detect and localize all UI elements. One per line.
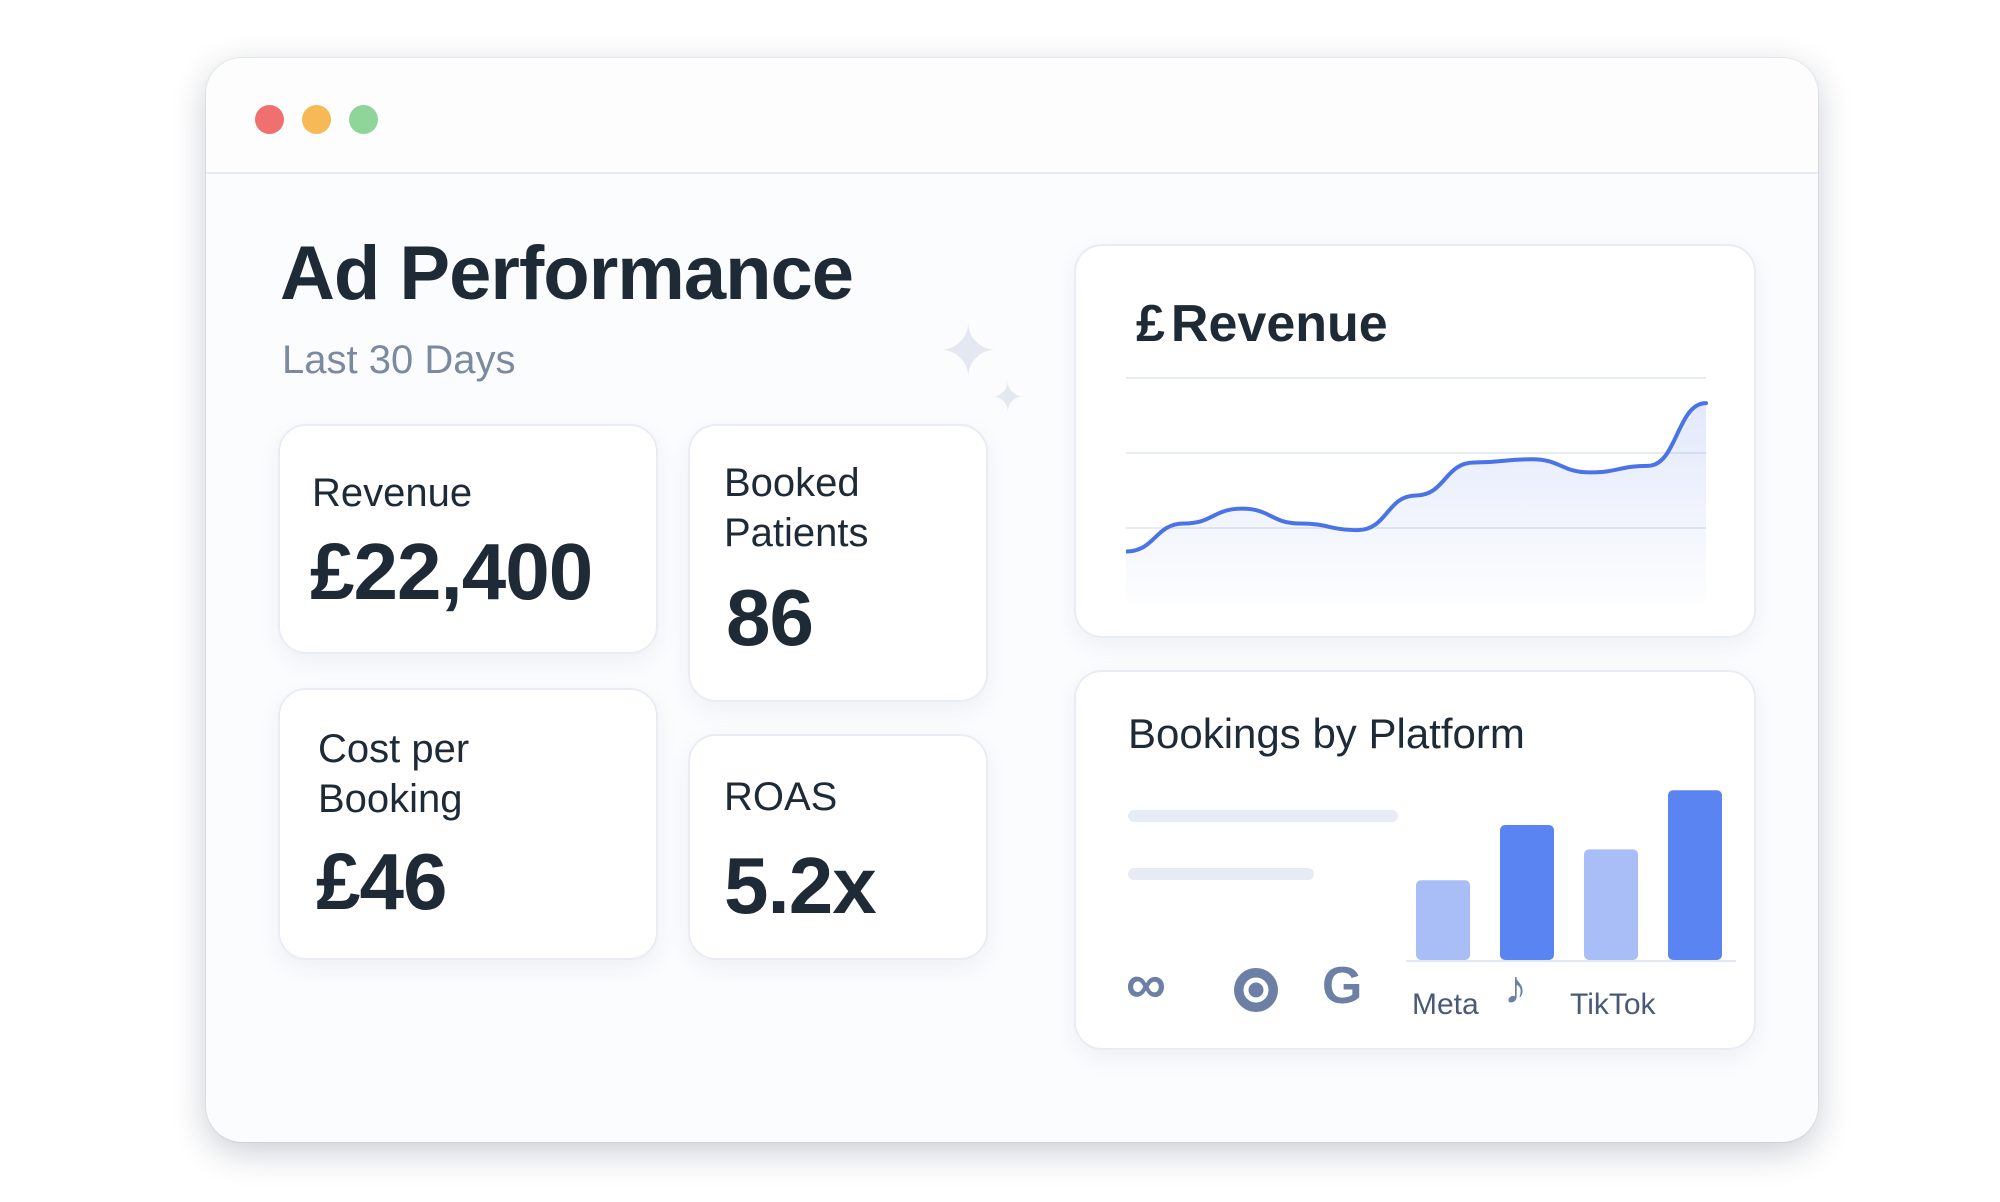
sparkle-small-icon: ✦ (991, 376, 1025, 420)
sparkle-icon: ✦ (938, 312, 999, 392)
cost-per-booking-card[interactable]: Cost per Booking £46 (278, 688, 658, 960)
maximize-window-button[interactable] (349, 105, 378, 134)
revenue-card[interactable]: Revenue £22,400 (278, 424, 658, 654)
placeholder-bar (1128, 868, 1314, 880)
revenue-line (1126, 401, 1708, 554)
metric-label: ROAS (724, 775, 838, 819)
booked-patients-card[interactable]: Booked Patients 86 (688, 424, 988, 702)
revenue-chart-title-text: Revenue (1170, 295, 1388, 353)
metric-label: Cost per Booking (318, 727, 470, 821)
metric-value: £22,400 (310, 527, 593, 616)
metric-value: 86 (726, 573, 814, 662)
metric-label: Revenue (312, 471, 473, 515)
platform-bar (1500, 825, 1554, 960)
platform-bar (1584, 849, 1638, 960)
bookings-by-platform-card[interactable]: Bookings by Platform ∞ G Meta ♪ TikTok (1074, 670, 1756, 1050)
roas-card[interactable]: ROAS 5.2x (688, 734, 988, 960)
minimize-window-button[interactable] (302, 105, 331, 134)
platform-chart-title: Bookings by Platform (1128, 710, 1525, 757)
page-title: Ad Performance (280, 231, 854, 316)
platform-bar-chart (1406, 790, 1736, 962)
revenue-area (1126, 403, 1706, 604)
google-icon: G (1322, 957, 1363, 1015)
date-range-label: Last 30 Days (282, 338, 516, 382)
metric-label: Booked Patients (724, 461, 869, 555)
placeholder-bar (1128, 810, 1398, 822)
revenue-chart-card[interactable]: £ Revenue (1074, 244, 1756, 638)
close-window-button[interactable] (255, 105, 284, 134)
metric-value: 5.2x (724, 841, 877, 930)
tiktok-icon: ♪ (1504, 961, 1527, 1013)
platform-label-meta: Meta (1412, 988, 1479, 1021)
meta-icon: ∞ (1126, 952, 1166, 1015)
revenue-chart-title: £ Revenue (1136, 294, 1388, 354)
instagram-icon (1232, 966, 1280, 1018)
window-titlebar (206, 58, 1818, 174)
metric-value: £46 (316, 837, 447, 926)
revenue-line-chart (1126, 377, 1708, 604)
pound-icon: £ (1136, 295, 1165, 353)
platform-label-tiktok: TikTok (1570, 988, 1656, 1021)
platform-bar (1416, 880, 1470, 960)
app-window: Ad Performance Last 30 Days ✦ ✦ Revenue … (206, 58, 1818, 1142)
platform-bar (1668, 790, 1722, 960)
